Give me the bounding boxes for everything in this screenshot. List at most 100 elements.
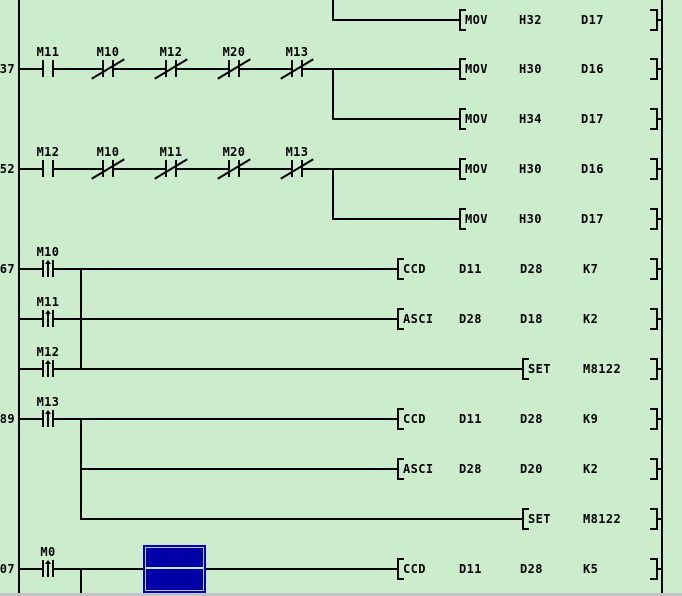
edit-cursor[interactable] (143, 545, 206, 593)
device-label: M10 (96, 45, 120, 59)
instr-cell[interactable]: K2 (583, 312, 599, 326)
instr-cell[interactable]: CCD (403, 262, 426, 276)
instr-cell[interactable]: MOV (465, 62, 488, 76)
instruction-open-bracket (459, 208, 466, 230)
close-bracket-connector (656, 318, 662, 320)
device-label: M12 (36, 345, 60, 359)
contact-pole (291, 160, 293, 177)
branch-line (332, 68, 334, 120)
contact-pulse[interactable] (36, 307, 60, 333)
contact-pole (42, 410, 44, 427)
close-bracket-connector (656, 268, 662, 270)
instr-cell[interactable]: M8122 (583, 512, 622, 526)
contact-pole (301, 60, 303, 77)
rung-step-number: 67 (0, 262, 15, 276)
contact-pole (175, 160, 177, 177)
instr-cell[interactable]: H34 (519, 112, 542, 126)
contact-gap (44, 168, 52, 170)
contact-pulse[interactable] (36, 407, 60, 433)
close-bracket-connector (656, 518, 662, 520)
instr-cell[interactable]: H30 (519, 212, 542, 226)
contact-nc[interactable] (91, 157, 125, 183)
instr-cell[interactable]: K7 (583, 262, 599, 276)
instr-cell[interactable]: D17 (581, 13, 604, 27)
instr-cell[interactable]: K9 (583, 412, 599, 426)
close-bracket-connector (656, 68, 662, 70)
instr-cell[interactable]: D17 (581, 112, 604, 126)
instr-cell[interactable]: D16 (581, 162, 604, 176)
instr-cell[interactable]: D28 (459, 312, 482, 326)
instr-cell[interactable]: D11 (459, 262, 482, 276)
instr-cell[interactable]: D11 (459, 412, 482, 426)
device-label: M12 (159, 45, 183, 59)
contact-nc[interactable] (280, 57, 314, 83)
instr-cell[interactable]: CCD (403, 562, 426, 576)
instr-cell[interactable]: CCD (403, 412, 426, 426)
contact-pole (52, 360, 54, 377)
instr-cell[interactable]: M8122 (583, 362, 622, 376)
contact-nc[interactable] (217, 57, 251, 83)
nc-slash (217, 158, 251, 180)
instr-cell[interactable]: SET (528, 512, 551, 526)
device-label: M11 (36, 295, 60, 309)
instr-cell[interactable]: H30 (519, 162, 542, 176)
instr-cell[interactable]: D16 (581, 62, 604, 76)
contact-nc[interactable] (154, 57, 188, 83)
device-label: M12 (36, 145, 60, 159)
instr-cell[interactable]: K2 (583, 462, 599, 476)
pulse-arrow-stem (47, 564, 49, 577)
nc-slash (280, 158, 314, 180)
contact-pulse[interactable] (36, 557, 60, 583)
contact-pole (112, 160, 114, 177)
instruction-open-bracket (522, 358, 529, 380)
instruction-open-bracket (397, 258, 404, 280)
instr-cell[interactable]: ASCI (403, 312, 434, 326)
instr-cell[interactable]: MOV (465, 162, 488, 176)
rung-step-number: 52 (0, 162, 15, 176)
contact-no[interactable] (36, 57, 60, 83)
contact-pole (42, 360, 44, 377)
instr-cell[interactable]: D28 (520, 562, 543, 576)
rung-wire (18, 368, 522, 370)
contact-pole (42, 560, 44, 577)
instr-cell[interactable]: MOV (465, 112, 488, 126)
instr-cell[interactable]: ASCI (403, 462, 434, 476)
instr-cell[interactable]: D17 (581, 212, 604, 226)
right-power-rail (661, 0, 663, 593)
contact-nc[interactable] (91, 57, 125, 83)
contact-nc[interactable] (280, 157, 314, 183)
instr-cell[interactable]: K5 (583, 562, 599, 576)
instr-cell[interactable]: H30 (519, 62, 542, 76)
contact-pole (301, 160, 303, 177)
instruction-open-bracket (522, 508, 529, 530)
contact-nc[interactable] (217, 157, 251, 183)
instr-cell[interactable]: H32 (519, 13, 542, 27)
instr-cell[interactable]: D20 (520, 462, 543, 476)
instr-cell[interactable]: D28 (520, 262, 543, 276)
instruction-open-bracket (459, 58, 466, 80)
contact-pulse[interactable] (36, 257, 60, 283)
nc-slash (154, 158, 188, 180)
nc-slash (91, 158, 125, 180)
contact-pole (238, 60, 240, 77)
close-bracket-connector (656, 168, 662, 170)
device-label: M13 (36, 395, 60, 409)
contact-pulse[interactable] (36, 357, 60, 383)
instr-cell[interactable]: D18 (520, 312, 543, 326)
rung-step-number: 37 (0, 62, 15, 76)
instr-cell[interactable]: SET (528, 362, 551, 376)
contact-no[interactable] (36, 157, 60, 183)
contact-nc[interactable] (154, 157, 188, 183)
branch-line (332, 168, 334, 220)
instr-cell[interactable]: MOV (465, 212, 488, 226)
instr-cell[interactable]: D28 (520, 412, 543, 426)
instr-cell[interactable]: D11 (459, 562, 482, 576)
instr-cell[interactable]: D28 (459, 462, 482, 476)
contact-pole (52, 560, 54, 577)
contact-pole (42, 310, 44, 327)
pulse-arrow-stem (47, 314, 49, 327)
close-bracket-connector (656, 468, 662, 470)
device-label: M11 (36, 45, 60, 59)
instruction-open-bracket (459, 108, 466, 130)
instr-cell[interactable]: MOV (465, 13, 488, 27)
